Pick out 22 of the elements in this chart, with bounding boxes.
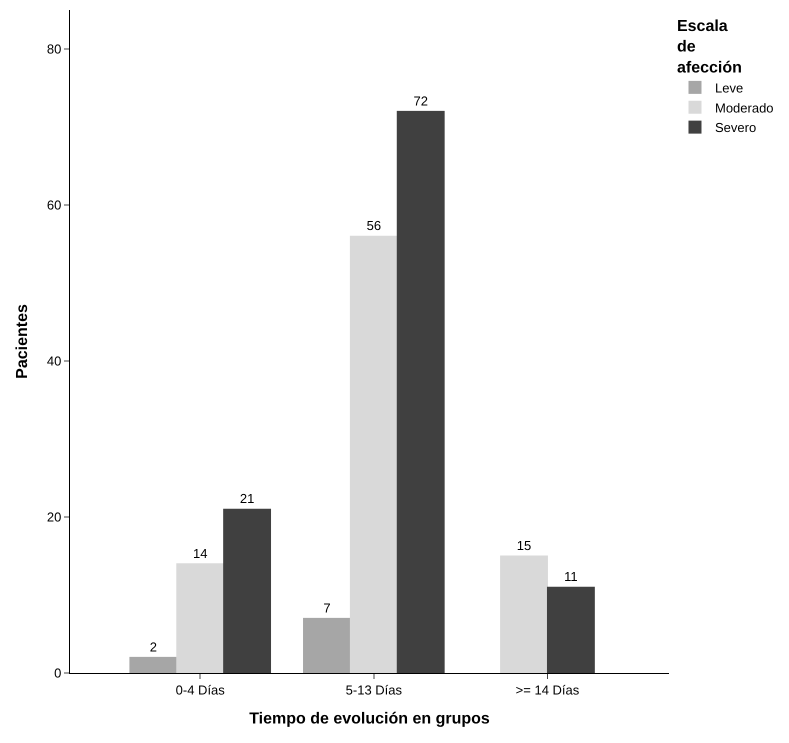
y-tick-label: 40 xyxy=(46,354,62,369)
data-label: 15 xyxy=(516,538,532,553)
legend-label: Moderado xyxy=(714,100,774,116)
data-label: 21 xyxy=(240,491,254,506)
data-label: 72 xyxy=(413,93,428,108)
data-label: 2 xyxy=(150,639,157,654)
y-axis-title: Pacientes xyxy=(14,304,31,379)
legend-title: Escala de afección xyxy=(676,18,742,76)
y-tick-label: 20 xyxy=(46,510,62,525)
legend-label: Severo xyxy=(714,120,756,136)
y-tick-label: 80 xyxy=(46,42,62,57)
x-tick-label: 0-4 Días xyxy=(176,682,226,698)
data-label: 14 xyxy=(192,546,208,561)
x-tick-label: 5-13 Días xyxy=(346,682,403,698)
data-label: 7 xyxy=(323,600,331,616)
data-label: 56 xyxy=(366,218,382,234)
x-axis-title: Tiempo de evolución en grupos xyxy=(249,710,490,728)
x-tick-label: >= 14 Días xyxy=(516,682,580,698)
data-label: 11 xyxy=(564,569,578,584)
y-tick-label: 0 xyxy=(54,666,62,681)
legend-label: Leve xyxy=(714,80,744,96)
y-tick-label: 60 xyxy=(46,198,62,213)
